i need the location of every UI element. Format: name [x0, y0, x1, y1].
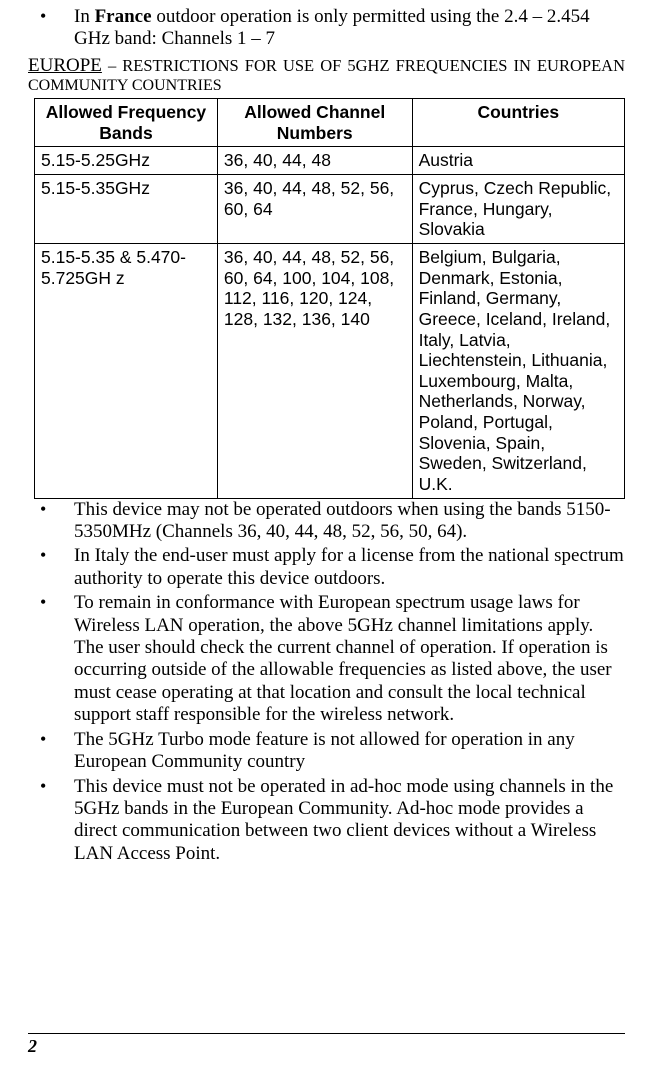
table-row: 5.15-5.25GHz 36, 40, 44, 48 Austria — [35, 147, 625, 175]
table-header-cell: Allowed Frequency Bands — [35, 99, 218, 147]
top-bullet-list: In France outdoor operation is only perm… — [28, 6, 625, 51]
table-header-cell: Allowed Channel Numbers — [217, 99, 412, 147]
section-heading-line2: COMMUNITY COUNTRIES — [28, 77, 625, 96]
table-header-cell: Countries — [412, 99, 624, 147]
table-cell: 5.15-5.25GHz — [35, 147, 218, 175]
footer-rule — [28, 1033, 625, 1034]
bullet-text-prefix: In — [74, 6, 95, 27]
table-header-row: Allowed Frequency Bands Allowed Channel … — [35, 99, 625, 147]
list-item: This device must not be operated in ad-h… — [74, 776, 625, 866]
table-cell: Belgium, Bulgaria, Denmark, Estonia, Fin… — [412, 243, 624, 498]
section-heading-rest: – RESTRICTIONS FOR USE OF 5GHZ FREQUENCI… — [102, 56, 625, 75]
section-heading-line1: EUROPE – RESTRICTIONS FOR USE OF 5GHZ FR… — [28, 55, 625, 77]
page-footer: 2 — [28, 1033, 625, 1057]
page-number: 2 — [28, 1036, 625, 1057]
lower-bullet-list: This device may not be operated outdoors… — [28, 499, 625, 866]
table-cell: Cyprus, Czech Republic, France, Hungary,… — [412, 175, 624, 244]
table-cell: Austria — [412, 147, 624, 175]
table-row: 5.15-5.35GHz 36, 40, 44, 48, 52, 56, 60,… — [35, 175, 625, 244]
table-cell: 36, 40, 44, 48 — [217, 147, 412, 175]
bullet-text-bold: France — [95, 6, 152, 27]
list-item: This device may not be operated outdoors… — [74, 499, 625, 544]
table-row: 5.15-5.35 & 5.470-5.725GH z 36, 40, 44, … — [35, 243, 625, 498]
section-heading-lead: EUROPE — [28, 55, 102, 76]
table-cell: 5.15-5.35 & 5.470-5.725GH z — [35, 243, 218, 498]
list-item: The 5GHz Turbo mode feature is not allow… — [74, 729, 625, 774]
table-cell: 36, 40, 44, 48, 52, 56, 60, 64, 100, 104… — [217, 243, 412, 498]
top-bullet-item: In France outdoor operation is only perm… — [74, 6, 625, 51]
frequency-table: Allowed Frequency Bands Allowed Channel … — [34, 98, 625, 499]
list-item: In Italy the end-user must apply for a l… — [74, 545, 625, 590]
table-cell: 5.15-5.35GHz — [35, 175, 218, 244]
bullet-text-rest: outdoor operation is only permitted usin… — [74, 6, 590, 49]
table-cell: 36, 40, 44, 48, 52, 56, 60, 64 — [217, 175, 412, 244]
list-item: To remain in conformance with European s… — [74, 592, 625, 726]
